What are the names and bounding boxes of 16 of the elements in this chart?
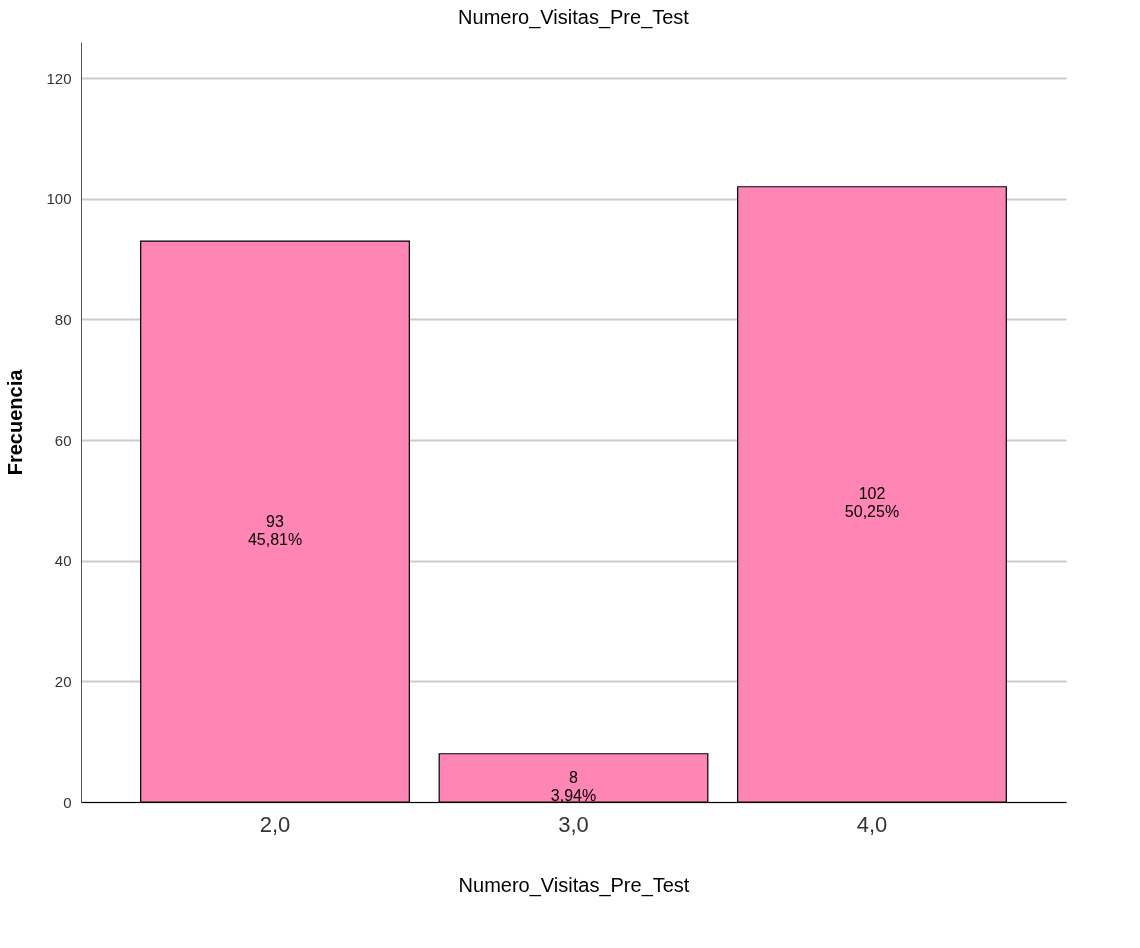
data-label: 8 3,94% xyxy=(550,768,597,804)
data-label: 93 45,81% xyxy=(247,512,303,548)
y-axis-title: Frecuencia xyxy=(4,368,27,476)
y-tick-label: 100 xyxy=(46,190,72,208)
x-axis-title: Numero_Visitas_Pre_Test xyxy=(458,873,690,897)
y-tick-label: 60 xyxy=(54,431,72,449)
x-tick-label: 3,0 xyxy=(558,811,589,837)
x-tick-label: 4,0 xyxy=(856,811,888,837)
data-label: 102 50,25% xyxy=(844,485,900,521)
x-tick-label: 2,0 xyxy=(259,811,291,837)
y-tick-label: 120 xyxy=(46,69,72,87)
y-tick-label: 20 xyxy=(54,672,72,690)
y-tick-label: 0 xyxy=(63,793,72,811)
y-tick-label: 80 xyxy=(54,310,72,328)
y-tick-label: 40 xyxy=(54,552,72,570)
chart-title: Numero_Visitas_Pre_Test xyxy=(458,6,690,29)
